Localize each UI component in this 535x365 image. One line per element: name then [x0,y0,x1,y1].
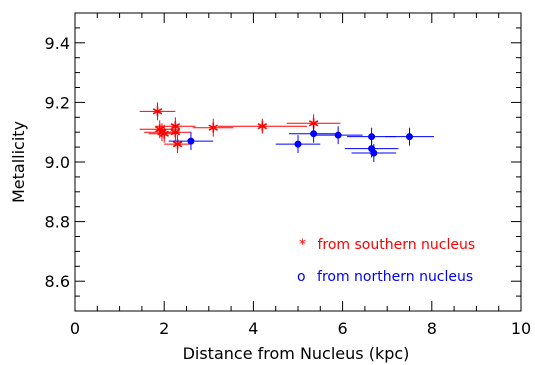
data-point [139,102,176,121]
legend-marker-southern: * [299,237,306,253]
circle-marker [368,133,376,141]
circle-marker [334,131,342,139]
legend-entry-northern: o from northern nucleus [297,269,473,285]
circle-marker [370,149,378,157]
asterisk-stroke [152,108,163,115]
series-southern [139,102,341,154]
legend-label-southern: from southern nucleus [317,237,475,253]
x-tick-label: 0 [70,319,80,338]
legend-label-northern: from northern nucleus [317,269,473,285]
asterisk-stroke [172,140,183,148]
y-tick-label: 9.0 [45,153,70,172]
x-tick-label: 10 [511,319,531,338]
legend-marker-northern: o [297,269,306,285]
asterisk-marker [170,127,181,138]
axis-ticks [74,12,522,312]
asterisk-stroke [208,124,219,131]
x-tick-label: 2 [159,319,169,338]
data-point [351,144,397,162]
data-point [384,127,435,146]
legend: * from southern nucleus o from northern … [297,237,475,285]
data-point [289,124,339,143]
asterisk-marker [257,121,268,132]
asterisk-stroke [257,123,268,130]
axis-tick-labels: 0 2 4 6 8 10 8.6 8.8 9.0 9.2 9.4 [45,34,532,338]
x-tick-label: 4 [248,319,258,338]
data-point [164,135,191,154]
data-point [275,135,321,154]
x-tick-label: 6 [338,319,348,338]
series-northern [168,124,435,162]
y-tick-label: 8.8 [45,213,70,232]
y-tick-label: 9.4 [45,34,70,53]
y-axis-title: Metallicity [9,121,28,203]
asterisk-stroke [170,129,181,136]
x-tick-label: 8 [427,319,437,338]
asterisk-stroke [308,120,319,127]
circle-marker [187,137,195,145]
data-point [168,132,214,151]
axes: 0 2 4 6 8 10 8.6 8.8 9.0 9.2 9.4 [45,12,532,338]
y-tick-label: 9.2 [45,93,70,112]
plot-frame [74,12,522,312]
asterisk-marker [152,106,163,117]
x-axis-title: Distance from Nucleus (kpc) [183,344,410,363]
circle-marker [294,140,302,148]
circle-marker [310,130,318,138]
data-point [217,118,307,134]
data-point [313,126,363,145]
y-tick-label: 8.6 [45,272,70,291]
data-point [193,118,234,137]
asterisk-marker [208,122,219,133]
data-point [159,123,191,142]
legend-entry-southern: * from southern nucleus [299,237,475,253]
circle-marker [406,133,413,141]
data-points [139,102,435,162]
